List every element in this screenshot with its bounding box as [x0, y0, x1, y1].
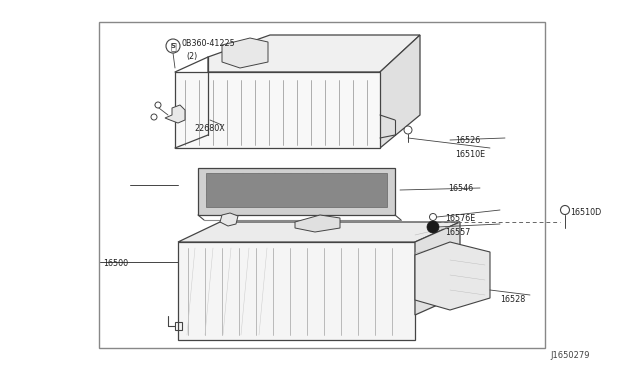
Polygon shape	[208, 35, 420, 72]
Text: 16546: 16546	[448, 183, 473, 192]
Circle shape	[429, 214, 436, 221]
Circle shape	[155, 102, 161, 108]
Circle shape	[151, 114, 157, 120]
Text: 16510E: 16510E	[455, 150, 485, 158]
Circle shape	[404, 126, 412, 134]
Bar	[99, 22, 545, 348]
Text: 16510D: 16510D	[570, 208, 601, 217]
Text: S: S	[170, 43, 175, 49]
Polygon shape	[175, 72, 380, 148]
Polygon shape	[198, 168, 395, 215]
Circle shape	[427, 221, 439, 233]
Polygon shape	[206, 173, 387, 207]
Text: 16528: 16528	[500, 295, 525, 305]
Polygon shape	[178, 242, 415, 340]
Text: (2): (2)	[186, 51, 197, 61]
Text: J1650279: J1650279	[550, 350, 590, 359]
Text: 16500: 16500	[103, 260, 128, 269]
Text: 0B360-41225: 0B360-41225	[182, 38, 236, 48]
Text: 16576E: 16576E	[445, 214, 476, 222]
Polygon shape	[415, 222, 460, 315]
Circle shape	[166, 39, 180, 53]
Circle shape	[561, 205, 570, 215]
Polygon shape	[178, 222, 460, 242]
Text: 16557: 16557	[445, 228, 470, 237]
Polygon shape	[220, 213, 238, 226]
Text: Ⓢ: Ⓢ	[170, 41, 176, 51]
Polygon shape	[415, 242, 490, 310]
Polygon shape	[165, 105, 185, 123]
Text: 16526: 16526	[455, 135, 480, 144]
Polygon shape	[380, 35, 420, 148]
Text: 22680X: 22680X	[194, 124, 225, 132]
Polygon shape	[222, 38, 268, 68]
Polygon shape	[295, 215, 340, 232]
